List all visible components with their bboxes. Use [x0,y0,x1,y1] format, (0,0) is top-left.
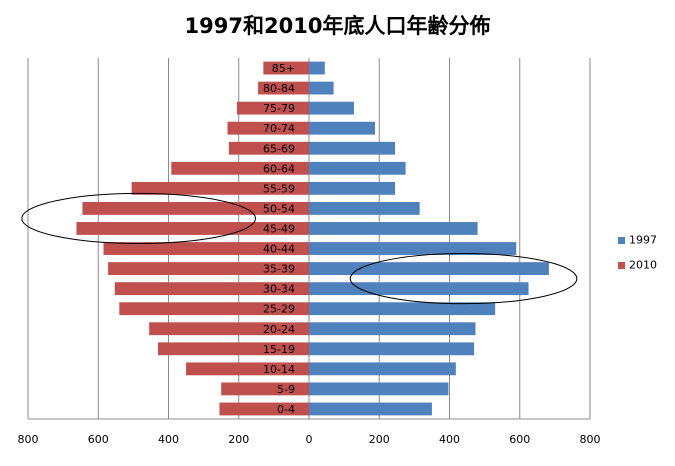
category-label-45-49: 45-49 [263,222,295,235]
category-label-10-14: 10-14 [263,363,295,376]
bar-2010-55-59 [131,181,309,195]
x-tick-label-5: 200 [369,433,390,446]
bar-1997-50-54 [309,201,420,215]
bar-1997-35-39 [309,262,549,276]
category-label-60-64: 60-64 [263,162,295,175]
bar-2010-30-34 [114,282,309,296]
bar-1997-70-74 [309,121,376,135]
bar-2010-20-24 [149,322,309,336]
bar-1997-45-49 [309,222,478,235]
bar-1997-65-69 [309,141,396,155]
bar-2010-0-4 [219,402,309,416]
bar-2010-15-19 [157,342,309,356]
category-label-65-69: 65-69 [263,142,295,155]
x-tick-label-3: 200 [228,433,249,446]
x-tick-label-2: 400 [158,433,179,446]
bar-2010-80-84 [258,81,309,95]
category-label-55-59: 55-59 [263,182,295,195]
bar-1997-55-59 [309,181,396,195]
chart-legend: 1997 2010 [618,233,673,283]
chart-title: 1997和2010年底人口年齢分佈 [184,14,491,38]
category-label-40-44: 40-44 [263,243,295,256]
bar-1997-40-44 [309,242,517,255]
category-label-15-19: 15-19 [263,343,295,356]
category-label-80-84: 80-84 [263,82,295,95]
bar-2010-35-39 [108,262,310,276]
bar-1997-15-19 [309,342,475,356]
bar-1997-75-79 [309,101,354,115]
bar-2010-10-14 [186,362,309,376]
legend-swatch-2010 [618,261,625,269]
bar-1997-5-9 [309,382,449,396]
x-tick-label-6: 400 [439,433,460,446]
bar-1997-10-14 [309,362,456,376]
legend-swatch-1997 [618,236,625,244]
category-label-25-29: 25-29 [263,303,295,316]
legend-item-1997: 1997 [618,233,673,247]
annotation-ellipse-0 [21,192,256,244]
bar-1997-80-84 [309,81,334,95]
x-tick-label-1: 600 [88,433,109,446]
legend-label-2010: 2010 [629,258,657,272]
bar-2010-65-69 [228,141,309,155]
bar-1997-60-64 [309,161,406,175]
annotation-ellipse-1 [349,253,578,305]
bar-1997-25-29 [309,302,496,316]
category-label-0-4: 0-4 [277,403,295,416]
bar-2010-85+ [263,61,309,75]
legend-item-2010: 2010 [618,258,673,272]
category-label-30-34: 30-34 [263,283,295,296]
bar-1997-20-24 [309,322,476,336]
category-label-70-74: 70-74 [263,122,295,135]
category-label-75-79: 75-79 [263,102,295,115]
bar-2010-60-64 [171,161,309,175]
bar-1997-85+ [309,61,325,75]
x-tick-label-7: 600 [509,433,530,446]
category-label-35-39: 35-39 [263,263,295,276]
bar-2010-75-79 [236,101,309,115]
bar-2010-40-44 [103,242,309,255]
x-tick-label-0: 800 [18,433,39,446]
bar-2010-70-74 [227,121,309,135]
category-label-50-54: 50-54 [263,202,295,215]
category-label-5-9: 5-9 [277,383,295,396]
bar-2010-50-54 [82,201,309,215]
x-tick-label-4: 0 [306,433,313,446]
legend-label-1997: 1997 [629,233,657,247]
bar-2010-25-29 [119,302,309,316]
category-label-20-24: 20-24 [263,323,295,336]
category-label-85+: 85+ [272,62,295,75]
x-tick-label-8: 800 [580,433,601,446]
bar-2010-5-9 [221,382,309,396]
bar-1997-0-4 [309,402,432,416]
bar-1997-30-34 [309,282,529,296]
